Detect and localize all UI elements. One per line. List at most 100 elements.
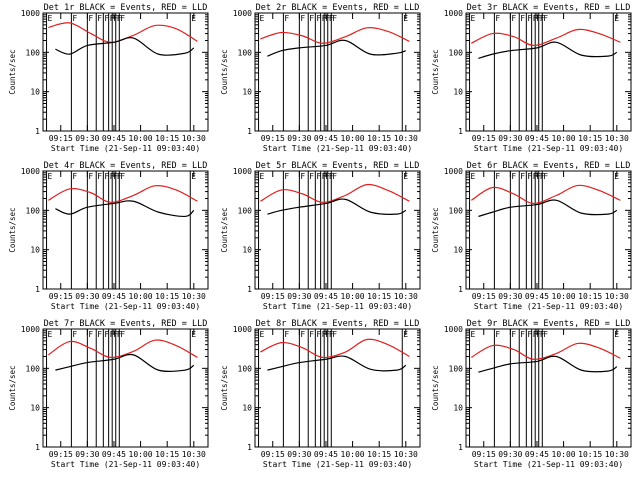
- event-flag-label: E: [260, 14, 265, 23]
- y-tick-label: 1: [458, 127, 463, 136]
- plot-frame: [42, 170, 209, 290]
- y-tick-label: 10: [242, 404, 252, 413]
- event-flag-label: F: [332, 172, 337, 181]
- panel-title: Det 3r BLACK = Events, RED = LLD: [467, 3, 631, 13]
- lld-rate-line: [48, 185, 198, 203]
- x-tick-label: 09:30: [498, 292, 522, 301]
- x-tick-label: 09:30: [498, 134, 522, 143]
- x-tick-label: 09:30: [75, 292, 99, 301]
- panel-det-4: Det 4r BLACK = Events, RED = LLD 1 10 100 10…: [8, 161, 209, 311]
- event-flag-label: F: [527, 330, 532, 339]
- y-tick-label: 1: [458, 285, 463, 294]
- y-axis-label: Counts/sec: [220, 207, 229, 252]
- event-flag-label: F: [104, 172, 109, 181]
- event-flag-label: F: [511, 172, 516, 181]
- x-tick-label: 09:45: [102, 450, 126, 459]
- plot-frame: [465, 170, 632, 290]
- x-axis-label: Start Time (21-Sep-11 09:03:40): [263, 302, 412, 311]
- x-tick-label: 10:00: [129, 292, 153, 301]
- x-tick-label: 09:15: [261, 450, 285, 459]
- y-axis-label: Counts/sec: [8, 207, 17, 252]
- event-flag-label: E: [48, 172, 53, 181]
- event-rate-line: [267, 39, 407, 57]
- y-axis-label: Counts/sec: [431, 49, 440, 94]
- event-rate-line: [478, 355, 618, 373]
- x-tick-label: 10:15: [578, 134, 602, 143]
- x-tick-label: 10:30: [182, 292, 206, 301]
- event-flag-label: E: [191, 330, 196, 339]
- plot-frame: [254, 170, 421, 290]
- y-axis-label: Counts/sec: [220, 49, 229, 94]
- y-tick-label: 1000: [21, 9, 40, 18]
- event-flag-label: E: [403, 172, 408, 181]
- y-tick-label: 100: [238, 48, 253, 57]
- y-tick-label: 10: [242, 88, 252, 97]
- panel-det-6: Det 6r BLACK = Events, RED = LLD 1 10 100 10…: [431, 161, 632, 311]
- y-tick-label: 10: [30, 88, 40, 97]
- x-tick-label: 09:30: [75, 450, 99, 459]
- x-tick-label: 09:15: [472, 450, 496, 459]
- event-flag-label: F: [120, 330, 125, 339]
- event-flag-label: F: [120, 14, 125, 23]
- event-flag-label: F: [332, 14, 337, 23]
- x-tick-label: 10:15: [578, 292, 602, 301]
- x-tick-label: 10:00: [129, 450, 153, 459]
- event-flag-label: F: [97, 330, 102, 339]
- event-flag-label: F: [284, 14, 289, 23]
- panel-det-3: Det 3r BLACK = Events, RED = LLD 1 10 100 10…: [431, 3, 632, 153]
- event-flag-label: F: [120, 172, 125, 181]
- event-flag-label: F: [72, 172, 77, 181]
- panel-title: Det 4r BLACK = Events, RED = LLD: [44, 161, 208, 171]
- panel-title: Det 9r BLACK = Events, RED = LLD: [467, 319, 631, 329]
- x-tick-label: 09:45: [314, 292, 338, 301]
- y-tick-label: 10: [453, 404, 463, 413]
- panel-title: Det 2r BLACK = Events, RED = LLD: [256, 3, 420, 13]
- x-tick-label: 10:30: [605, 450, 629, 459]
- event-rate-line: [478, 41, 618, 60]
- y-tick-label: 100: [238, 364, 253, 373]
- x-tick-label: 10:15: [578, 450, 602, 459]
- event-flag-label: F: [495, 14, 500, 23]
- lld-rate-line: [470, 184, 621, 205]
- event-rate-line: [267, 198, 407, 215]
- y-tick-label: 1: [247, 127, 252, 136]
- event-flag-label: F: [104, 330, 109, 339]
- x-tick-label: 09:45: [102, 134, 126, 143]
- y-tick-label: 1000: [21, 167, 40, 176]
- y-tick-label: 100: [449, 48, 464, 57]
- event-flag-label: F: [543, 330, 548, 339]
- x-tick-label: 09:30: [498, 450, 522, 459]
- event-flag-label: E: [471, 330, 476, 339]
- y-tick-label: 100: [449, 206, 464, 215]
- x-tick-label: 09:30: [287, 134, 311, 143]
- y-tick-label: 1000: [233, 167, 252, 176]
- x-tick-label: 09:45: [314, 134, 338, 143]
- lld-rate-line: [47, 339, 198, 358]
- y-tick-label: 100: [26, 206, 41, 215]
- y-tick-label: 10: [242, 246, 252, 255]
- x-axis-label: Start Time (21-Sep-11 09:03:40): [51, 460, 200, 469]
- event-flag-label: E: [260, 172, 265, 181]
- y-tick-label: 1000: [233, 325, 252, 334]
- y-tick-label: 1000: [444, 167, 463, 176]
- event-flag-label: F: [88, 330, 93, 339]
- panel-title: Det 5r BLACK = Events, RED = LLD: [256, 161, 420, 171]
- lld-rate-line: [260, 183, 410, 203]
- event-rate-line: [55, 353, 195, 373]
- x-tick-label: 09:15: [261, 292, 285, 301]
- event-flag-label: E: [191, 172, 196, 181]
- event-flag-label: F: [300, 330, 305, 339]
- event-flag-label: E: [471, 14, 476, 23]
- event-rate-line: [55, 37, 195, 56]
- event-rate-line: [55, 200, 195, 218]
- x-tick-label: 09:15: [49, 134, 73, 143]
- y-tick-label: 1000: [444, 9, 463, 18]
- x-tick-label: 10:30: [605, 292, 629, 301]
- y-tick-label: 10: [453, 246, 463, 255]
- event-flag-label: F: [97, 172, 102, 181]
- event-flag-label: E: [403, 14, 408, 23]
- y-tick-label: 100: [26, 48, 41, 57]
- event-flag-label: F: [543, 14, 548, 23]
- event-flag-label: F: [309, 330, 314, 339]
